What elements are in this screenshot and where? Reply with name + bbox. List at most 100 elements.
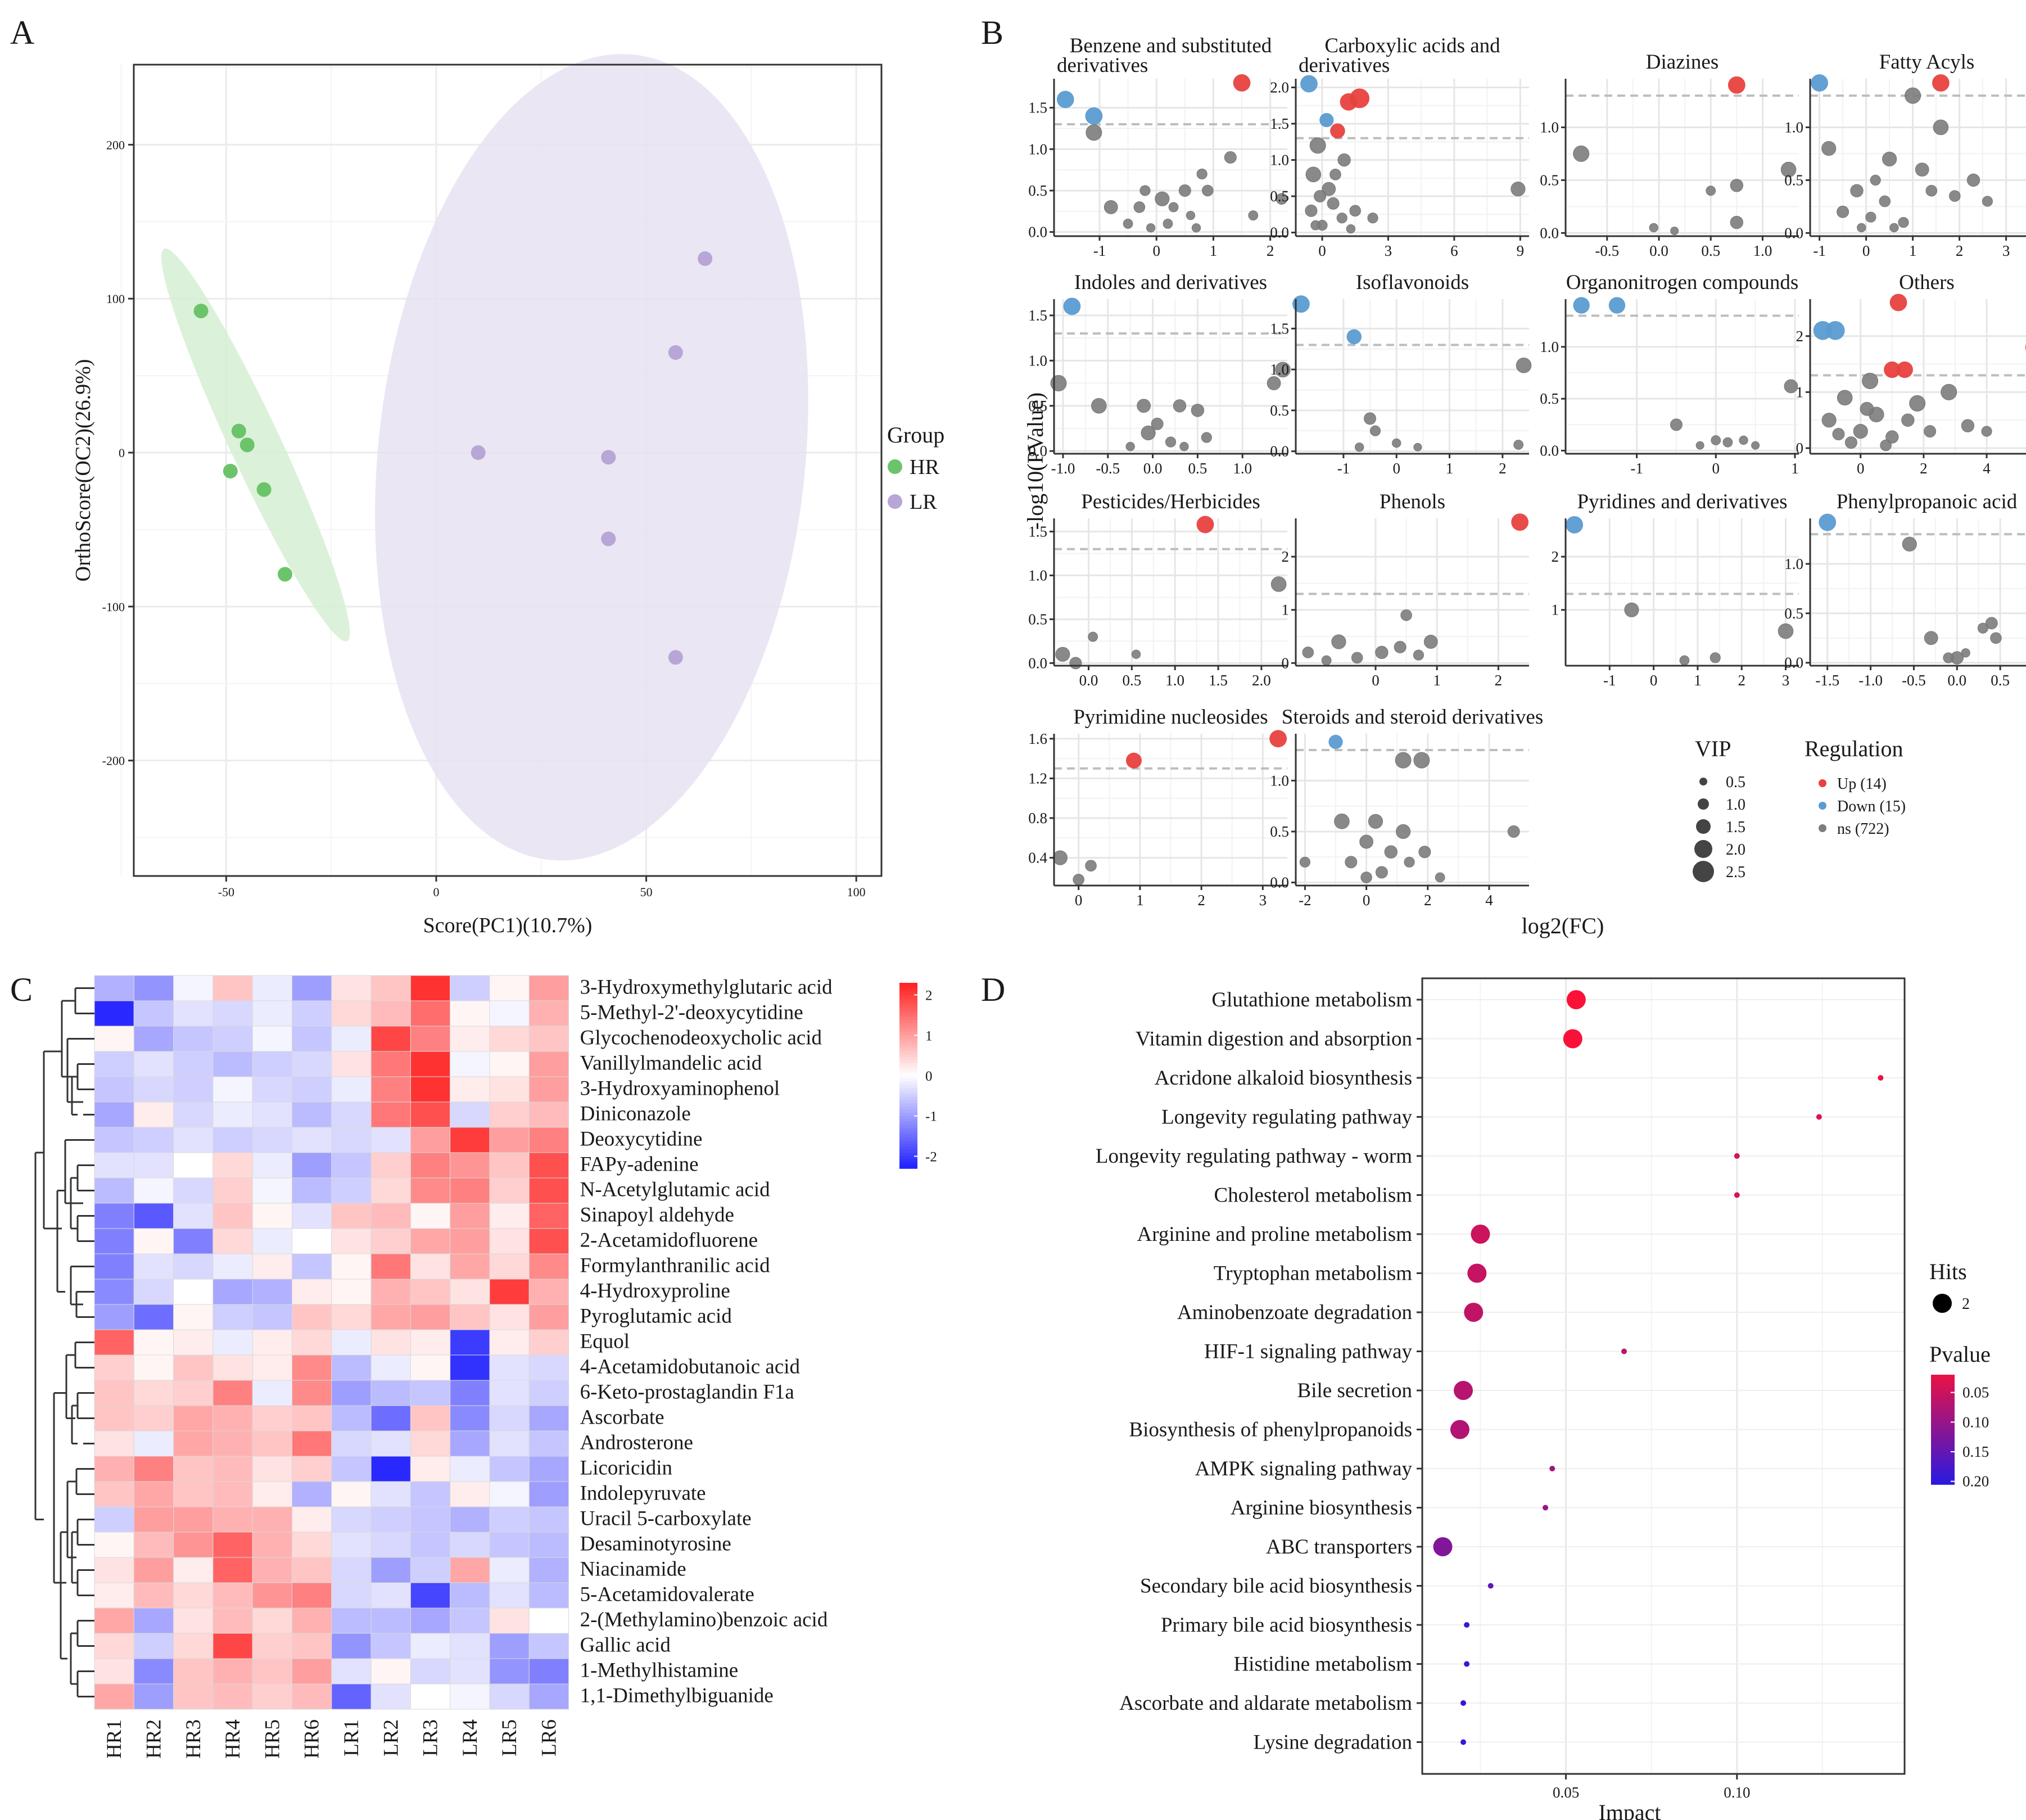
heatmap-cell [133,1633,174,1659]
metabolite-point-ns [1778,623,1794,639]
volcano-facet: 0 1 2 0 1 2 Phenols [1282,490,1529,689]
heatmap-cell [410,1633,451,1659]
heatmap-row-label: Sinapoyl aldehyde [580,1203,734,1226]
pathway-point [1563,1029,1582,1049]
colorbar-segment [899,1078,917,1082]
x-tick-label-a: -50 [218,885,234,899]
legend-label-vip: 1.5 [1726,819,1745,836]
facet-x-tick-label: -1.0 [1051,460,1075,477]
heatmap-cell [489,1380,530,1406]
facet-y-tick-label: 1 [1796,383,1804,400]
heatmap-cell [292,1051,332,1077]
heatmap-cell [489,1607,530,1634]
heatmap-cell [173,1633,214,1659]
heatmap-cell [331,1253,372,1280]
metabolite-point-ns [1844,436,1857,449]
row-dendrogram [34,987,94,1697]
heatmap-cell [489,1683,530,1710]
heatmap-cell [292,1127,332,1153]
facet-y-tick-label: 0.5 [1028,182,1047,199]
heatmap-cell [331,1228,372,1254]
colorbar-segment [899,1069,917,1073]
metabolite-point-ns [1413,442,1422,451]
heatmap-cell [331,1026,372,1052]
heatmap-cell [331,975,372,1001]
heatmap-column-label: LR2 [379,1719,403,1756]
heatmap-cell [252,1481,293,1507]
heatmap-cell [252,1076,293,1103]
metabolite-point-down [1826,320,1845,340]
pvalue-colorbar-segment [1931,1429,1955,1433]
metabolite-point-ns [1413,752,1430,769]
heatmap-cell [292,1152,332,1178]
facet-title: Carboxylic acids and [1324,34,1500,57]
heatmap-cell [173,1456,214,1482]
colorbar-segment [899,989,917,993]
metabolite-point-ns [1088,631,1098,642]
heatmap-cell [489,975,530,1001]
metabolite-point-ns [1879,195,1891,207]
metabolite-point-ns [1961,419,1975,432]
heatmap-cell [528,1658,569,1684]
colorbar-segment [899,1072,917,1076]
heatmap-cell [173,1380,214,1406]
heatmap-cell [370,1127,411,1153]
metabolite-point-down [1811,74,1829,92]
metabolite-point-ns [1310,220,1321,231]
metabolite-point-up [1884,361,1901,378]
metabolite-point-ns [1321,655,1332,666]
pvalue-colorbar-segment [1931,1473,1955,1477]
metabolite-point-ns [1349,205,1362,217]
pathway-point [1471,1225,1490,1244]
heatmap-cell [489,1177,530,1204]
facet-plot-area [1054,299,1287,454]
heatmap-cell [173,1279,214,1305]
colorbar-segment [899,1047,917,1051]
facet-x-tick-label: 0.5 [1991,672,2010,689]
metabolite-point-ns [1706,186,1716,196]
heatmap-cell [173,1203,214,1229]
heatmap-column-label: LR3 [419,1719,442,1756]
heatmap-cell [212,1228,253,1254]
metabolite-point-ns [1334,814,1350,829]
heatmap-cell [173,1076,214,1103]
heatmap-cells [94,975,569,1710]
facet-x-tick-label: 1.0 [1233,460,1252,477]
heatmap-cell [331,1430,372,1457]
heatmap-cell [410,1329,451,1356]
heatmap-cell [94,1557,134,1583]
pvalue-colorbar-segment [1931,1421,1955,1425]
facet-x-tick-label: 0.5 [1122,672,1141,689]
metabolite-point-ns [1837,205,1849,218]
metabolite-point-ns [1196,168,1208,180]
heatmap-cell [133,1658,174,1684]
pathway-label: AMPK signaling pathway [1195,1457,1413,1480]
facet-x-tick-label: 1.0 [1165,672,1184,689]
facet-y-tick-label: 0.5 [1784,605,1803,622]
heatmap-cell [370,1279,411,1305]
metabolite-point-ns [1052,850,1068,865]
colorbar-segment [899,1082,917,1086]
heatmap-cell [489,1329,530,1356]
colorbar-segment [899,1004,917,1008]
pvalue-colorbar-segment [1931,1454,1955,1458]
heatmap-cell [489,1405,530,1431]
heatmap-cell [370,1051,411,1077]
heatmap-cell [489,1354,530,1381]
heatmap-column-label: HR5 [261,1719,284,1759]
facet-x-tick-label: 0 [1363,892,1371,909]
colorbar-segment [899,992,917,996]
heatmap-cell [173,1430,214,1457]
heatmap-cell [410,1026,451,1052]
colorbar-segment [899,1060,917,1064]
pvalue-colorbar-segment [1931,1375,1955,1378]
heatmap-cell [370,1101,411,1128]
heatmap-cell [133,1683,174,1710]
heatmap-cell [133,1177,174,1204]
heatmap-cell [450,1557,490,1583]
legend-key-regulation [1819,824,1826,832]
heatmap-row-label: Vanillylmandelic acid [580,1051,762,1074]
heatmap-cell [252,1051,293,1077]
heatmap-cell [94,1405,134,1431]
heatmap-cell [450,1026,490,1052]
